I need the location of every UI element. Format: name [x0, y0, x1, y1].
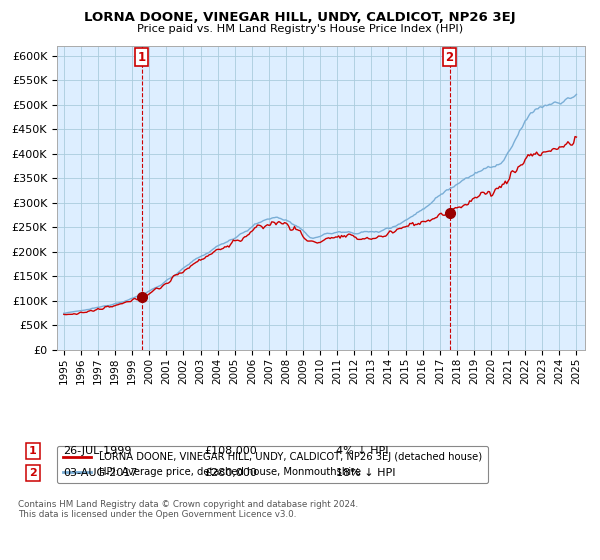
Text: 18% ↓ HPI: 18% ↓ HPI	[336, 468, 395, 478]
Text: LORNA DOONE, VINEGAR HILL, UNDY, CALDICOT, NP26 3EJ: LORNA DOONE, VINEGAR HILL, UNDY, CALDICO…	[84, 11, 516, 24]
Text: £280,000: £280,000	[204, 468, 257, 478]
Text: 2: 2	[446, 51, 454, 64]
Text: 1: 1	[29, 446, 37, 456]
Text: 2: 2	[29, 468, 37, 478]
Text: 03-AUG-2017: 03-AUG-2017	[63, 468, 137, 478]
Text: 26-JUL-1999: 26-JUL-1999	[63, 446, 131, 456]
Text: 1: 1	[137, 51, 146, 64]
Text: Contains HM Land Registry data © Crown copyright and database right 2024.
This d: Contains HM Land Registry data © Crown c…	[18, 500, 358, 519]
Text: Price paid vs. HM Land Registry's House Price Index (HPI): Price paid vs. HM Land Registry's House …	[137, 24, 463, 34]
Legend: LORNA DOONE, VINEGAR HILL, UNDY, CALDICOT, NP26 3EJ (detached house), HPI: Avera: LORNA DOONE, VINEGAR HILL, UNDY, CALDICO…	[57, 446, 488, 483]
Text: £108,000: £108,000	[204, 446, 257, 456]
Text: 4% ↓ HPI: 4% ↓ HPI	[336, 446, 389, 456]
